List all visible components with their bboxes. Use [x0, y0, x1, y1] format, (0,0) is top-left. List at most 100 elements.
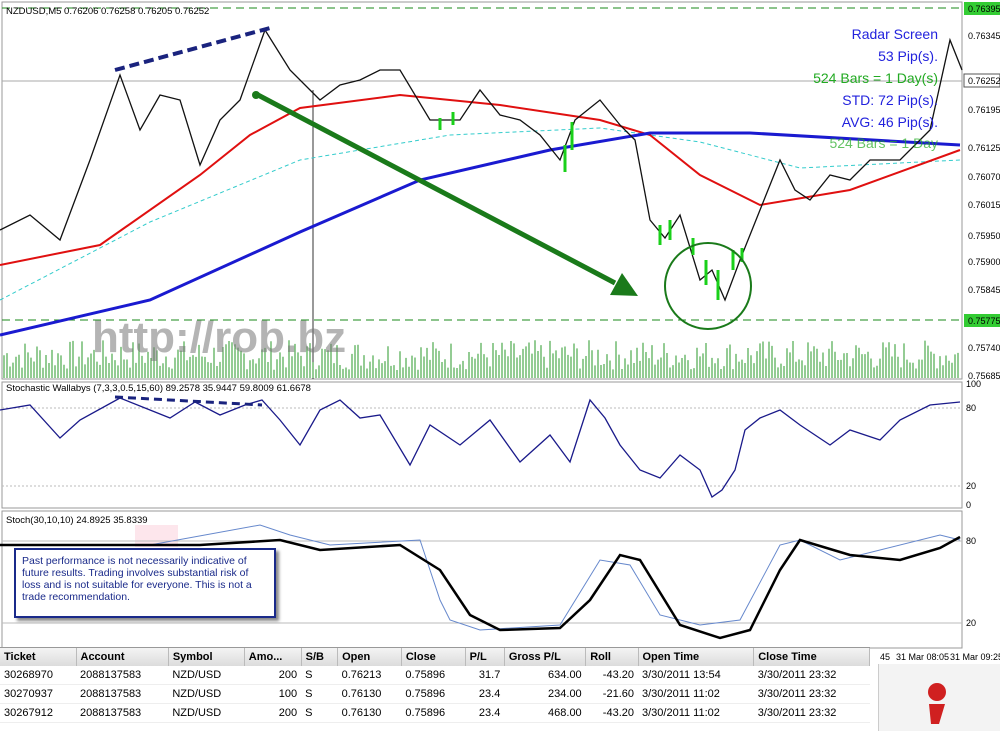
axis-label: 20	[966, 618, 976, 628]
table-cell: 468.00	[504, 703, 586, 723]
table-cell: 30270937	[0, 684, 76, 704]
table-cell: -21.60	[585, 684, 638, 704]
axis-label: 0.75845	[968, 285, 1000, 295]
table-cell: 31.7	[465, 666, 505, 685]
axis-label: 80	[966, 536, 976, 546]
column-header: Amo...	[244, 648, 302, 666]
table-cell: 0.76213	[337, 666, 402, 685]
table-cell: 100	[244, 684, 302, 704]
column-header: P/L	[465, 648, 505, 666]
table-cell: 3/30/2011 23:32	[753, 684, 870, 704]
axis-label: 0.76070	[968, 172, 1000, 182]
axis-label: 0.76345	[968, 31, 1000, 41]
trend-line	[114, 395, 263, 407]
green-bars	[438, 112, 744, 300]
table-cell: 3/30/2011 11:02	[638, 703, 754, 723]
axis-label: 0.75740	[968, 343, 1000, 353]
table-cell: -43.20	[585, 666, 638, 685]
volume	[3, 340, 959, 378]
arrow-start	[252, 91, 260, 99]
ma-red	[0, 93, 961, 266]
logo	[878, 664, 1000, 731]
price-tag	[964, 314, 1000, 327]
table-cell: 234.00	[504, 684, 586, 704]
axis-label: 0.76395	[968, 4, 1000, 14]
table-cell: 0.75896	[401, 666, 466, 685]
stoch-signal	[0, 524, 961, 631]
table-cell: NZD/USD	[168, 684, 245, 704]
time-label: 31 Mar 08:05	[896, 652, 949, 662]
stoch-main	[0, 535, 961, 640]
axis-label: 0.75775	[968, 316, 1000, 326]
table-cell: 23.4	[465, 684, 505, 704]
price-tag	[963, 73, 1000, 88]
axis-label: 0.75950	[968, 231, 1000, 241]
table-cell: 3/30/2011 23:32	[753, 703, 870, 723]
axis-label: 0.76015	[968, 200, 1000, 210]
price-tag	[964, 2, 1000, 15]
table-cell: 200	[244, 666, 302, 685]
column-header: Ticket	[0, 648, 77, 666]
table-row: 30267912 2088137583 NZD/USD 200 S 0.76130 0.75…	[0, 703, 870, 723]
ma-cyan	[0, 127, 961, 301]
radar-text: Radar Screen	[852, 26, 938, 42]
time-label: 31 Mar 09:25	[950, 652, 1000, 662]
radar-text: 524 Bars = 1 Day	[829, 135, 938, 151]
table-cell: 2088137583	[76, 666, 169, 685]
axis-label: 20	[966, 481, 976, 491]
ma-blue	[0, 131, 961, 337]
table-cell: S	[301, 666, 338, 685]
indicator-label: Stochastic Wallabys (7,3,3,0.5,15,60) 89…	[6, 383, 311, 394]
radar-text: STD: 72 Pip(s).	[842, 92, 938, 108]
column-header: Roll	[585, 648, 639, 666]
trend-line	[114, 26, 271, 72]
stoch-line	[0, 397, 961, 498]
axis-label: 0	[966, 500, 971, 510]
table-cell: S	[301, 703, 338, 723]
column-header: Open	[337, 648, 402, 666]
table-cell: 30267912	[0, 703, 76, 723]
table-row: 30268970 2088137583 NZD/USD 200 S 0.76213 0.75…	[0, 666, 870, 685]
radar-text: 53 Pip(s).	[878, 48, 938, 64]
column-header: S/B	[301, 648, 339, 666]
table-cell: NZD/USD	[168, 666, 245, 685]
table-cell: 3/30/2011 11:02	[638, 684, 754, 704]
main-frame	[1, 1, 963, 380]
watermark: http://rob.bz	[92, 313, 346, 362]
trades-table: Ticket Account Symbol Amo... S/B Open Close P/L…	[0, 647, 870, 731]
table-cell: 0.76130	[337, 684, 402, 704]
table-cell: 30268970	[0, 666, 76, 685]
disclaimer: Past performance is not necessarily indi…	[14, 548, 276, 618]
column-header: Account	[76, 648, 169, 666]
table-cell: 200	[244, 703, 302, 723]
table-cell: S	[301, 684, 338, 704]
table-cell: 3/30/2011 23:32	[753, 666, 870, 685]
indicator-label: Stoch(30,10,10) 24.8925 35.8339	[6, 515, 148, 526]
price-bars	[0, 28, 963, 302]
column-header: Gross P/L	[504, 648, 587, 666]
indicator-frame	[1, 381, 963, 509]
table-cell: 0.76130	[337, 703, 402, 723]
axis-label: 100	[966, 379, 981, 389]
table-cell: NZD/USD	[168, 703, 245, 723]
column-header: Open Time	[638, 648, 755, 666]
axis-label: 0.76252	[968, 76, 1000, 86]
table-cell: -43.20	[585, 703, 638, 723]
column-header: Symbol	[168, 648, 245, 666]
table-cell: 2088137583	[76, 684, 169, 704]
arrow-head	[610, 273, 638, 296]
axis-label: 0.75900	[968, 257, 1000, 267]
table-cell: 634.00	[504, 666, 586, 685]
table-cell: 0.75896	[401, 703, 466, 723]
symbol-info: NZDUSD,M5 0.76206 0.76258 0.76205 0.7625…	[6, 6, 209, 17]
logo-icon	[928, 683, 946, 724]
table-cell: 23.4	[465, 703, 505, 723]
radar-text: AVG: 46 Pip(s).	[842, 114, 938, 130]
column-header: Close	[401, 648, 466, 666]
column-header: Close Time	[753, 648, 870, 666]
axis-label: 0.76195	[968, 105, 1000, 115]
table-row: 30270937 2088137583 NZD/USD 100 S 0.76130 0.75…	[0, 684, 870, 704]
axis-label: 0.76125	[968, 143, 1000, 153]
